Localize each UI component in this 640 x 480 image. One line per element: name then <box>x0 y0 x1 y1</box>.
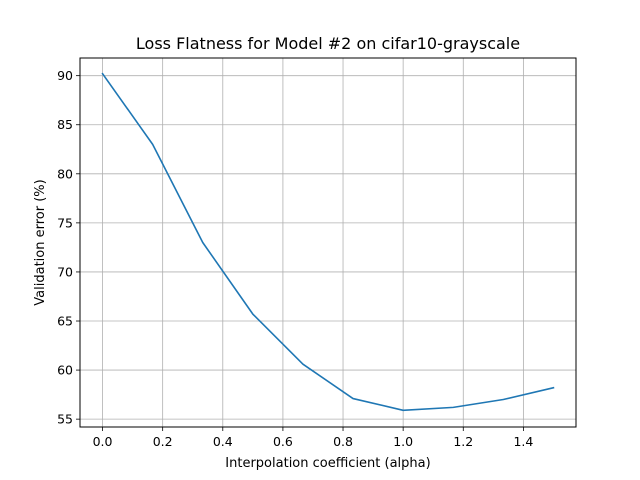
ticks: 0.0 0.2 0.4 0.6 0.8 1.0 1.2 1.4 55 60 65 70 75 80 85 90 <box>57 68 533 449</box>
y-tick-label: 65 <box>57 314 73 329</box>
y-tick-label: 75 <box>57 215 73 230</box>
y-tick-label: 85 <box>57 117 73 132</box>
x-tick-label: 0.2 <box>153 434 173 449</box>
series-line <box>101 72 555 412</box>
x-tick-label: 0.0 <box>93 434 113 449</box>
y-tick-label: 60 <box>57 363 73 378</box>
x-tick-label: 0.4 <box>213 434 233 449</box>
x-tick-label: 0.8 <box>333 434 353 449</box>
y-tick-label: 90 <box>57 68 73 83</box>
y-tick-label: 70 <box>57 264 73 279</box>
chart-title: Loss Flatness for Model #2 on cifar10-gr… <box>136 34 520 53</box>
y-tick-label: 55 <box>57 412 73 427</box>
y-tick-label: 80 <box>57 166 73 181</box>
x-tick-label: 1.4 <box>513 434 533 449</box>
x-tick-label: 0.6 <box>273 434 293 449</box>
x-axis-label: Interpolation coefficient (alpha) <box>225 456 430 471</box>
x-tick-label: 1.2 <box>453 434 473 449</box>
x-tick-label: 1.0 <box>393 434 413 449</box>
series-layer <box>101 72 555 412</box>
grid <box>80 58 576 427</box>
plot-frame <box>79 57 577 428</box>
y-axis-label: Validation error (%) <box>33 179 48 305</box>
